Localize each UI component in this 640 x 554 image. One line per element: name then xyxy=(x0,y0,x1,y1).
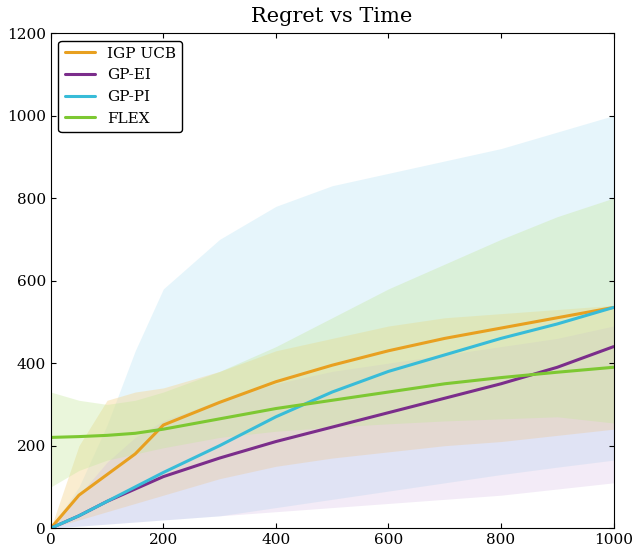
GP-PI xyxy=(610,304,618,311)
GP-EI xyxy=(216,455,223,461)
FLEX xyxy=(216,416,223,422)
GP-PI xyxy=(47,525,54,531)
Line: GP-EI: GP-EI xyxy=(51,347,614,528)
Legend: IGP UCB, GP-EI, GP-PI, FLEX: IGP UCB, GP-EI, GP-PI, FLEX xyxy=(58,40,182,132)
GP-EI xyxy=(497,381,505,387)
IGP UCB xyxy=(272,378,280,385)
IGP UCB xyxy=(328,362,336,368)
IGP UCB xyxy=(385,347,392,354)
GP-EI xyxy=(47,525,54,531)
FLEX xyxy=(272,405,280,412)
GP-PI xyxy=(441,352,449,358)
IGP UCB xyxy=(159,422,167,428)
Line: GP-PI: GP-PI xyxy=(51,307,614,528)
IGP UCB xyxy=(497,325,505,331)
FLEX xyxy=(328,397,336,404)
GP-EI xyxy=(131,486,139,493)
FLEX xyxy=(131,430,139,437)
GP-PI xyxy=(216,442,223,449)
FLEX xyxy=(47,434,54,441)
IGP UCB xyxy=(75,492,83,499)
GP-EI xyxy=(610,343,618,350)
GP-PI xyxy=(554,321,561,327)
GP-EI xyxy=(554,364,561,371)
FLEX xyxy=(159,426,167,433)
GP-PI xyxy=(131,484,139,490)
IGP UCB xyxy=(131,450,139,457)
FLEX xyxy=(103,432,111,439)
GP-PI xyxy=(497,335,505,342)
GP-PI xyxy=(75,512,83,519)
GP-EI xyxy=(103,498,111,505)
IGP UCB xyxy=(216,399,223,406)
GP-PI xyxy=(385,368,392,375)
Title: Regret vs Time: Regret vs Time xyxy=(252,7,413,26)
IGP UCB xyxy=(610,304,618,311)
FLEX xyxy=(75,433,83,440)
FLEX xyxy=(441,381,449,387)
IGP UCB xyxy=(47,525,54,531)
Line: IGP UCB: IGP UCB xyxy=(51,307,614,528)
GP-EI xyxy=(441,395,449,402)
GP-PI xyxy=(272,413,280,420)
FLEX xyxy=(554,369,561,376)
GP-PI xyxy=(159,469,167,476)
IGP UCB xyxy=(554,315,561,321)
GP-EI xyxy=(385,409,392,416)
GP-PI xyxy=(328,389,336,396)
GP-EI xyxy=(159,473,167,480)
IGP UCB xyxy=(103,471,111,478)
IGP UCB xyxy=(441,335,449,342)
GP-EI xyxy=(75,512,83,519)
FLEX xyxy=(610,364,618,371)
GP-EI xyxy=(272,438,280,445)
Line: FLEX: FLEX xyxy=(51,367,614,438)
FLEX xyxy=(497,375,505,381)
FLEX xyxy=(385,389,392,396)
GP-EI xyxy=(328,424,336,430)
GP-PI xyxy=(103,498,111,505)
